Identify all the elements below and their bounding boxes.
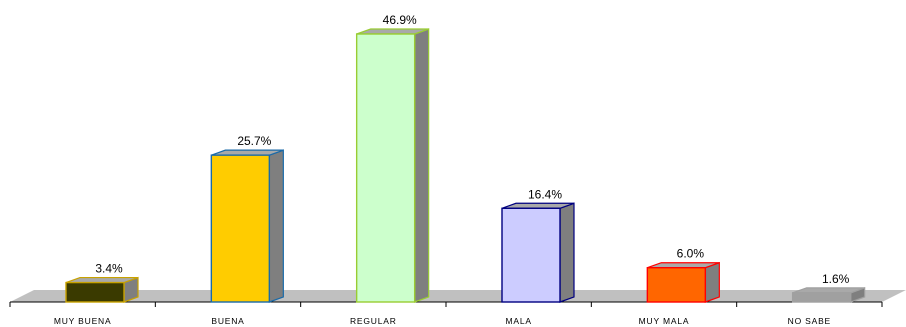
- bar-top: [356, 28, 429, 35]
- bar-top: [647, 262, 720, 269]
- bar-muy-buena: [65, 276, 139, 303]
- chart-floor: [10, 290, 906, 302]
- bar-value-label: 46.9%: [383, 13, 417, 27]
- category-label: NO SABE: [788, 316, 831, 326]
- bar-front: [646, 267, 707, 303]
- bar-buena: [210, 149, 284, 303]
- bar-side: [559, 202, 575, 303]
- bar-front: [355, 33, 416, 303]
- bar-front: [501, 207, 561, 303]
- bar-side: [268, 149, 284, 303]
- bar-side: [704, 261, 720, 303]
- category-label: MUY MALA: [639, 316, 690, 326]
- bar-muy-mala: [646, 261, 720, 303]
- bar-no-sabe: [791, 287, 866, 303]
- bar-top: [501, 202, 575, 209]
- bar-top: [211, 149, 284, 156]
- bar-value-label: 6.0%: [677, 247, 705, 261]
- category-label: REGULAR: [350, 316, 397, 326]
- category-label: BUENA: [211, 316, 244, 326]
- bar-front: [210, 154, 271, 303]
- bar-regular: [355, 28, 430, 303]
- bar-front: [791, 292, 852, 303]
- bar-side: [414, 28, 430, 303]
- bar-front: [65, 281, 125, 303]
- category-label: MUY BUENA: [54, 316, 112, 326]
- bar-value-label: 25.7%: [237, 134, 271, 148]
- bar-value-label: 16.4%: [528, 187, 562, 201]
- bar-value-label: 3.4%: [95, 262, 123, 276]
- bar-top: [65, 276, 139, 284]
- category-label: MALA: [505, 316, 531, 326]
- bar-value-label: 1.6%: [822, 272, 850, 286]
- bar-top: [792, 287, 865, 294]
- bar-mala: [501, 202, 575, 303]
